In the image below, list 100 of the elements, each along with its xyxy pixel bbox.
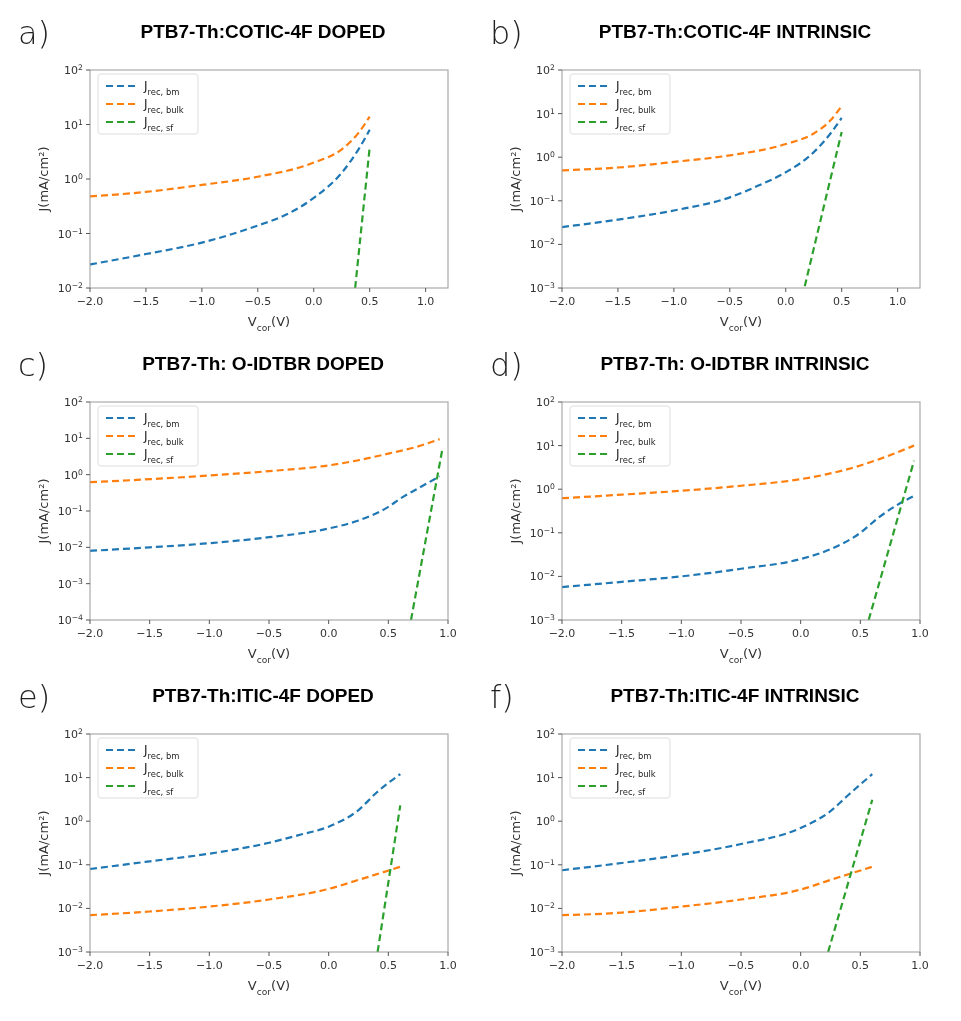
y-axis-title: J(mA/cm²) [36, 810, 51, 877]
chart-title: PTB7-Th: O-IDTBR INTRINSIC [600, 353, 870, 374]
legend-label: J$_{rec, sf}$ [615, 115, 647, 133]
legend-label: J$_{rec, sf}$ [143, 779, 175, 797]
legend-label: J$_{rec, bm}$ [143, 411, 180, 429]
legend-label: J$_{rec, bulk}$ [143, 97, 184, 115]
line-series [562, 494, 916, 589]
y-axis-title: J(mA/cm²) [36, 478, 51, 545]
x-tick-label: 1.0 [888, 295, 907, 308]
y-tick-label: 10$^{−2}$ [57, 539, 84, 555]
x-axis-title: V$_{cor}$(V) [719, 646, 763, 665]
y-tick-label: 10$^{2}$ [64, 726, 84, 741]
x-tick-label: 0.0 [791, 627, 810, 640]
x-tick-label: −0.5 [255, 627, 283, 640]
text: d) [490, 346, 523, 384]
x-tick-label: −1.0 [667, 959, 695, 972]
chart-title: PTB7-Th:COTIC-4F DOPED [140, 21, 386, 42]
y-tick-label: 10$^{0}$ [536, 813, 556, 829]
x-tick-label: 0.0 [791, 959, 810, 972]
line-series [90, 115, 371, 198]
x-tick-label: −0.5 [244, 295, 272, 308]
y-tick-label: 10$^{2}$ [536, 62, 556, 77]
y-tick-label: 10$^{−1}$ [57, 226, 84, 241]
x-tick-label: 0.5 [832, 295, 851, 308]
y-tick-label: 10$^{−2}$ [57, 900, 84, 916]
text: a) [18, 14, 51, 52]
y-tick-label: 10$^{2}$ [536, 726, 556, 741]
y-tick-label: 10$^{0}$ [64, 813, 84, 829]
x-tick-label: −1.5 [136, 959, 164, 972]
line-series [90, 865, 402, 917]
y-tick-label: 10$^{1}$ [536, 438, 556, 453]
x-tick-label: 0.5 [379, 627, 398, 640]
y-tick-label: 10$^{1}$ [64, 770, 84, 785]
y-tick-label: 10$^{0}$ [64, 467, 84, 482]
x-tick-label: −1.5 [608, 627, 636, 640]
line-series [562, 116, 843, 229]
line-series [562, 444, 916, 500]
x-tick-label: 1.0 [911, 959, 929, 972]
x-tick-label: −1.0 [660, 295, 688, 308]
text: e) [18, 678, 51, 716]
line-series [90, 475, 441, 552]
x-tick-label: −2.0 [76, 627, 104, 640]
y-tick-label: 10$^{−1}$ [57, 503, 84, 518]
x-tick-label: 0.0 [319, 959, 338, 972]
y-tick-label: 10$^{−3}$ [529, 612, 556, 627]
legend-label: J$_{rec, sf}$ [615, 779, 647, 797]
y-tick-label: 10$^{−3}$ [57, 576, 84, 591]
legend-label: J$_{rec, bulk}$ [143, 761, 184, 779]
y-tick-label: 10$^{2}$ [64, 394, 84, 409]
y-tick-label: 10$^{2}$ [536, 394, 556, 409]
legend-label: J$_{rec, bulk}$ [615, 429, 656, 447]
x-tick-label: 0.5 [360, 295, 379, 308]
x-tick-label: 0.5 [379, 959, 398, 972]
x-tick-label: −0.5 [727, 959, 755, 972]
chart-title: PTB7-Th:ITIC-4F INTRINSIC [610, 685, 860, 706]
x-axis-title: V$_{cor}$(V) [247, 314, 291, 333]
y-tick-label: 10$^{1}$ [64, 430, 84, 446]
x-tick-label: 0.0 [305, 295, 323, 308]
y-tick-label: 10$^{−3}$ [529, 944, 556, 959]
chart-title: PTB7-Th:COTIC-4F INTRINSIC [598, 21, 872, 42]
legend-label: J$_{rec, sf}$ [615, 447, 647, 465]
x-tick-label: −1.5 [608, 959, 636, 972]
x-axis-title: V$_{cor}$(V) [719, 314, 763, 333]
x-axis-title: V$_{cor}$(V) [247, 646, 291, 665]
y-tick-label: 10$^{0}$ [536, 481, 556, 497]
x-tick-label: 0.5 [851, 627, 870, 640]
chart-title: PTB7-Th: O-IDTBR DOPED [142, 353, 384, 374]
x-tick-label: 1.0 [416, 295, 435, 308]
text: b) [490, 14, 523, 52]
legend-label: J$_{rec, bulk}$ [615, 97, 656, 115]
y-axis-title: J(mA/cm²) [36, 146, 51, 213]
x-tick-label: 0.0 [319, 627, 338, 640]
y-axis-title: J(mA/cm²) [508, 810, 523, 877]
x-tick-label: −2.0 [76, 295, 104, 308]
text: f) [490, 678, 514, 716]
x-tick-label: −2.0 [548, 959, 576, 972]
chart-title: PTB7-Th:ITIC-4F DOPED [152, 685, 374, 706]
legend-label: J$_{rec, bm}$ [615, 79, 652, 97]
y-tick-label: 10$^{−3}$ [529, 280, 556, 295]
y-tick-label: 10$^{2}$ [64, 62, 84, 77]
x-tick-label: 0.5 [851, 959, 870, 972]
y-tick-label: 10$^{−2}$ [529, 236, 556, 252]
y-tick-label: 10$^{1}$ [536, 106, 556, 121]
x-tick-label: −1.0 [667, 627, 695, 640]
y-tick-label: 10$^{0}$ [536, 149, 556, 165]
x-tick-label: 0.0 [777, 295, 795, 308]
y-tick-label: 10$^{1}$ [64, 117, 84, 132]
x-tick-label: −1.5 [604, 295, 632, 308]
x-tick-label: −0.5 [255, 959, 283, 972]
y-tick-label: 10$^{−1}$ [529, 193, 556, 208]
legend-label: J$_{rec, bm}$ [615, 411, 652, 429]
y-tick-label: 10$^{−3}$ [57, 944, 84, 959]
y-tick-label: 10$^{−4}$ [57, 612, 84, 627]
y-tick-label: 10$^{1}$ [536, 770, 556, 785]
x-tick-label: 1.0 [439, 627, 457, 640]
x-tick-label: −1.0 [195, 627, 223, 640]
legend-label: J$_{rec, bulk}$ [615, 761, 656, 779]
legend-label: J$_{rec, bm}$ [143, 743, 180, 761]
legend-label: J$_{rec, bulk}$ [143, 429, 184, 447]
x-tick-label: 1.0 [911, 627, 929, 640]
